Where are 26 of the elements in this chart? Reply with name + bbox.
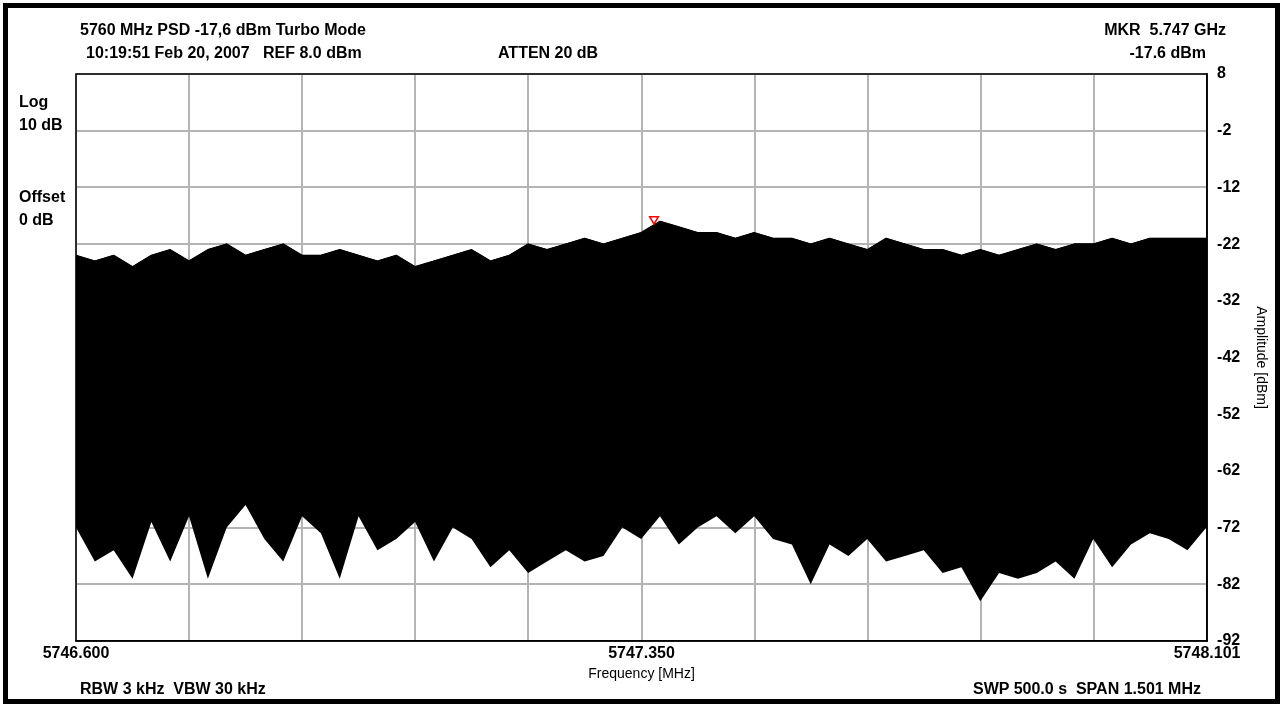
text: 0 dB xyxy=(19,211,54,229)
y-tick-label: -22 xyxy=(1217,234,1241,252)
y-tick-label: -42 xyxy=(1217,347,1241,365)
y-tick-label: -52 xyxy=(1217,404,1241,422)
y-tick-label: -62 xyxy=(1217,461,1241,479)
chart-subtitle: 10:19:51 Feb 20, 2007 REF 8.0 dBm xyxy=(86,44,362,62)
text: SWP 500.0 s SPAN 1.501 MHz xyxy=(973,680,1201,698)
y-tick-label: -2 xyxy=(1217,121,1232,139)
y-tick-label: -32 xyxy=(1217,291,1241,309)
text: 10 dB xyxy=(19,116,63,134)
x-tick-label: 5747.350 xyxy=(608,644,676,662)
text: -17.6 dBm xyxy=(1129,44,1206,62)
y-tick-label: -12 xyxy=(1217,177,1241,195)
text: MKR 5.747 GHz xyxy=(1104,21,1226,39)
text: Offset xyxy=(19,188,66,206)
text: ATTEN 20 dB xyxy=(498,44,599,62)
x-tick-label: 5748.101 xyxy=(1173,644,1241,662)
y-tick-label: 8 xyxy=(1217,64,1227,82)
x-axis-title: Frequency [MHz] xyxy=(588,665,695,682)
x-tick-label: 5746.600 xyxy=(42,644,110,662)
chart-title: 5760 MHz PSD -17,6 dBm Turbo Mode xyxy=(80,21,366,39)
y-axis-title: Amplitude [dBm] xyxy=(1253,306,1270,409)
y-tick-label: -72 xyxy=(1217,518,1241,536)
text: Log xyxy=(19,93,49,111)
y-tick-label: -82 xyxy=(1217,574,1241,592)
text: RBW 3 kHz VBW 30 kHz xyxy=(80,680,266,698)
